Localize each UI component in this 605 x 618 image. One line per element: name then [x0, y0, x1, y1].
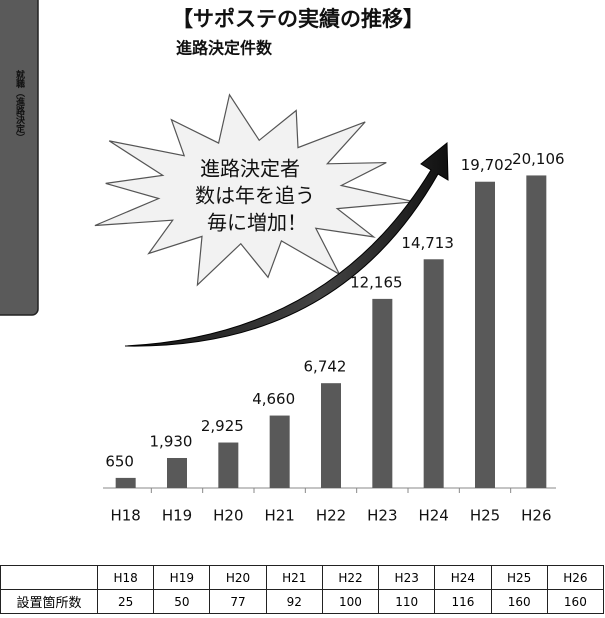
sidebar-tab — [0, 0, 39, 316]
data-cell: 25 — [96, 589, 155, 614]
header-cell: H20 — [209, 565, 267, 590]
bar — [115, 477, 136, 488]
row-label: 設置箇所数 — [0, 589, 98, 614]
bar — [321, 383, 341, 488]
value-label: 12,165 — [350, 273, 403, 291]
chart-subtitle: 進路決定件数 — [176, 39, 273, 58]
table-row: 設置箇所数 25 50 77 92 100 110 116 160 160 — [0, 589, 605, 614]
bar — [423, 259, 444, 488]
callout-line: 毎に増加！ — [207, 211, 307, 235]
x-tick-label: H23 — [367, 507, 397, 525]
data-cell: 77 — [209, 589, 267, 614]
header-cell: H21 — [265, 565, 323, 590]
x-tick-label: H26 — [521, 507, 551, 525]
sites-table: H18 H19 H20 H21 H22 H23 H24 H25 H26 設置箇所数 25 50 77 9… — [0, 565, 605, 614]
bar — [526, 175, 547, 488]
data-cell: 110 — [378, 589, 436, 614]
bar — [269, 415, 290, 488]
value-label: 19,702 — [461, 156, 514, 174]
bar — [167, 457, 187, 488]
x-tick-label: H21 — [264, 507, 294, 525]
x-tick-label: H22 — [316, 507, 346, 525]
bar — [475, 181, 495, 488]
value-label: 650 — [105, 452, 134, 470]
x-tick-label: H18 — [110, 507, 140, 525]
header-cell: H19 — [153, 565, 211, 590]
bar — [218, 442, 239, 488]
data-cell: 160 — [490, 589, 548, 614]
x-tick-label: H19 — [162, 507, 192, 525]
sidebar-label: 就職（進路決定） — [14, 69, 26, 142]
callout-burst — [94, 93, 415, 287]
header-cell: H24 — [434, 565, 492, 590]
value-label: 14,713 — [401, 234, 454, 252]
data-cell: 92 — [265, 589, 323, 614]
x-tick-label: H25 — [470, 507, 500, 525]
header-cell: H26 — [546, 565, 605, 590]
data-cell: 116 — [434, 589, 492, 614]
table-header: H18 H19 H20 H21 H22 H23 H24 H25 H26 — [0, 565, 605, 590]
value-label: 1,930 — [150, 432, 193, 450]
bar — [372, 298, 393, 488]
header-cell: H22 — [321, 565, 380, 590]
data-cell: 50 — [153, 589, 211, 614]
header-cell: H18 — [96, 565, 155, 590]
value-label: 2,925 — [201, 417, 244, 435]
header-cell: H25 — [490, 565, 548, 590]
data-cell: 160 — [546, 589, 605, 614]
chart-title: 【サポステの実績の推移】 — [172, 7, 424, 31]
x-tick-label: H24 — [418, 507, 448, 525]
table-corner — [0, 565, 98, 590]
trend-arrow — [124, 141, 449, 347]
chart: 就職（進路決定） 【サポステの実績の推移】 進路決定件数 進路決定者 数は年を追… — [0, 0, 565, 525]
callout-line: 進路決定者 — [200, 157, 300, 181]
data-cell: 100 — [321, 589, 380, 614]
callout-line: 数は年を追う — [195, 184, 315, 208]
value-label: 6,742 — [304, 358, 347, 376]
header-cell: H23 — [378, 565, 436, 590]
value-label: 4,660 — [252, 390, 295, 408]
x-tick-label: H20 — [213, 507, 243, 525]
value-label: 20,106 — [512, 150, 565, 168]
